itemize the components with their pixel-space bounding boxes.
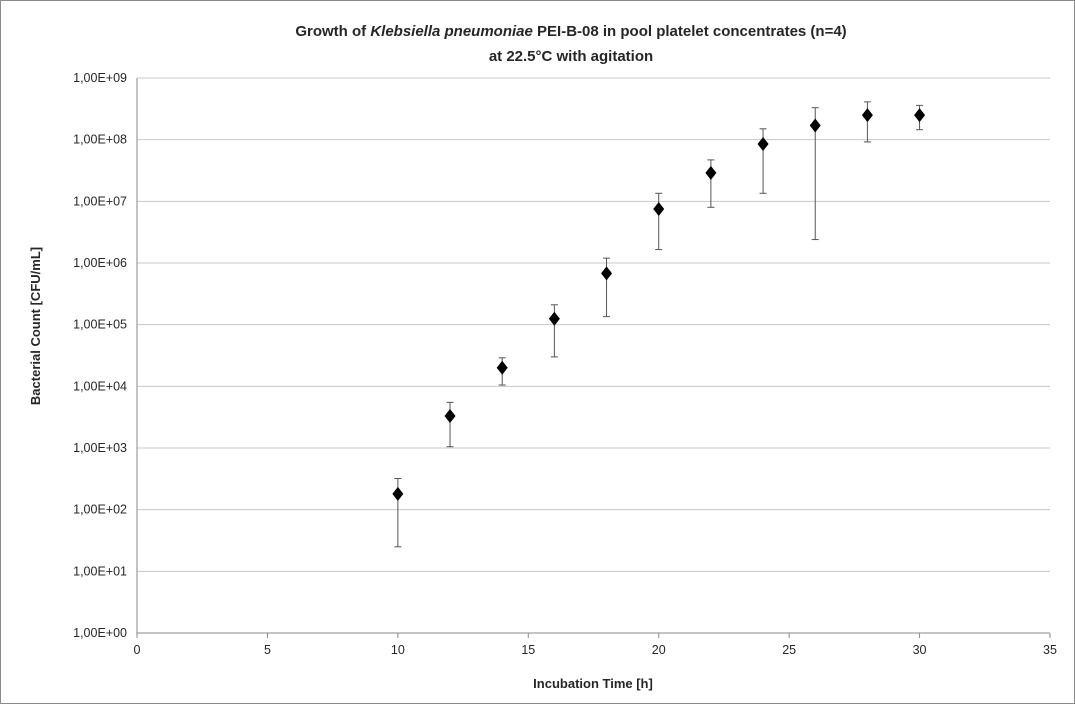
y-tick-labels: 1,00E+00 1,00E+01 1,00E+02 1,00E+03 1,00E+04… — [73, 71, 127, 640]
x-tick-label: 15 — [521, 643, 535, 657]
data-point-marker — [914, 108, 926, 123]
y-tick-label: 1,00E+01 — [73, 564, 127, 578]
chart-title-line2: at 22.5°C with agitation — [489, 48, 653, 65]
data-point-marker — [444, 409, 456, 424]
x-tick-label: 20 — [652, 643, 666, 657]
chart-title-organism: Klebsiella pneumoniae — [370, 23, 533, 40]
x-axis-title: Incubation Time [h] — [533, 676, 653, 691]
x-tick-label: 25 — [782, 643, 796, 657]
data-point-marker — [601, 266, 613, 281]
data-point-marker — [548, 311, 560, 326]
x-tick-label: 35 — [1043, 643, 1057, 657]
x-tick-label: 0 — [134, 643, 141, 657]
data-point-marker — [392, 486, 404, 501]
data-point-marker — [757, 137, 769, 152]
y-tick-label: 1,00E+08 — [73, 133, 127, 147]
chart-title-prefix: Growth of — [295, 23, 370, 40]
data-point-marker — [809, 118, 821, 133]
data-point-marker — [861, 108, 873, 123]
data-markers — [392, 108, 926, 501]
y-tick-label: 1,00E+06 — [73, 256, 127, 270]
y-tick-label: 1,00E+07 — [73, 194, 127, 208]
y-tick-label: 1,00E+09 — [73, 71, 127, 85]
x-tick-label: 10 — [391, 643, 405, 657]
y-tick-label: 1,00E+03 — [73, 441, 127, 455]
y-tick-label: 1,00E+00 — [73, 626, 127, 640]
y-tick-label: 1,00E+05 — [73, 318, 127, 332]
x-tick-label: 5 — [264, 643, 271, 657]
chart-title-line1: Growth of Klebsiella pneumoniae PEI-B-08… — [295, 23, 846, 40]
grid-layer — [137, 77, 1050, 572]
x-tick-label: 30 — [913, 643, 927, 657]
data-point-marker — [496, 360, 508, 375]
data-point-marker — [653, 202, 665, 217]
y-tick-label: 1,00E+04 — [73, 379, 127, 393]
y-axis-title: Bacterial Count [CFU/mL] — [28, 247, 43, 405]
chart-title-suffix: PEI-B-08 in pool platelet concentrates (… — [533, 23, 847, 40]
x-tick-labels: 0 5 10 15 20 25 30 35 — [134, 643, 1057, 657]
y-tick-label: 1,00E+02 — [73, 503, 127, 517]
axis-layer — [136, 78, 1051, 638]
data-point-marker — [705, 165, 717, 180]
